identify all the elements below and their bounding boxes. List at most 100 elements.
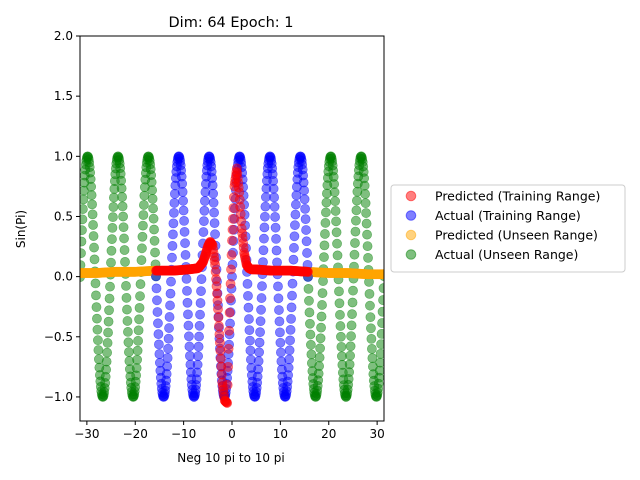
y-axis-label: Sin(Pi): [14, 210, 28, 248]
data-point: [91, 290, 101, 301]
data-point: [183, 309, 193, 320]
data-point: [375, 357, 384, 368]
data-point: [104, 305, 114, 316]
data-point: [167, 252, 177, 263]
data-point: [226, 250, 237, 260]
data-point: [222, 398, 233, 408]
data-point: [290, 199, 301, 210]
legend-label: Actual (Unseen Range): [435, 247, 578, 262]
y-tick-label: −0.5: [44, 330, 73, 344]
data-point: [301, 236, 312, 247]
data-point: [287, 290, 297, 301]
legend-label: Actual (Training Range): [435, 208, 581, 223]
x-axis: −30 −20 −10 0 10 20 30: [74, 421, 385, 441]
data-point: [92, 324, 103, 335]
data-point: [335, 321, 346, 331]
data-point: [135, 279, 146, 290]
legend-marker: [405, 229, 417, 241]
data-point: [148, 213, 159, 224]
data-point: [273, 281, 283, 292]
data-point: [133, 335, 143, 346]
data-point: [227, 235, 237, 246]
data-point: [332, 250, 343, 261]
data-point: [162, 353, 173, 363]
data-point: [149, 235, 160, 246]
data-point: [315, 343, 325, 354]
data-point: [104, 293, 115, 304]
data-point: [320, 229, 330, 239]
data-point: [196, 274, 207, 285]
data-point: [123, 337, 134, 348]
data-point: [254, 337, 265, 348]
data-point: [88, 231, 99, 241]
data-point: [271, 245, 282, 256]
data-point: [152, 307, 163, 317]
data-point: [275, 327, 285, 338]
data-point: [210, 229, 220, 240]
data-point: [364, 288, 375, 299]
data-point: [164, 323, 174, 333]
x-tick-label: 20: [321, 427, 336, 441]
y-axis: −1.0 −0.5 0.0 0.5 1.0 1.5 2.0: [44, 29, 80, 404]
data-point: [376, 329, 384, 339]
data-point: [330, 196, 341, 207]
data-point: [136, 255, 147, 266]
data-point: [93, 335, 103, 346]
data-point: [152, 295, 162, 306]
data-point: [147, 193, 158, 204]
y-tick-label: 0.5: [54, 209, 73, 223]
data-point: [194, 331, 204, 342]
data-point: [319, 252, 329, 263]
data-point: [255, 316, 266, 327]
data-point: [90, 278, 101, 289]
data-point: [314, 361, 325, 371]
data-point: [376, 339, 384, 350]
data-point: [320, 218, 331, 228]
data-point: [345, 350, 356, 361]
data-point: [378, 295, 384, 305]
data-point: [150, 247, 160, 258]
data-point: [245, 335, 255, 346]
data-point: [107, 234, 117, 245]
data-point: [329, 187, 340, 198]
data-point: [121, 280, 131, 291]
data-point: [169, 207, 179, 218]
data-point: [177, 186, 188, 197]
data-point: [196, 286, 206, 297]
data-point: [137, 231, 148, 242]
data-point: [123, 327, 133, 337]
data-point: [301, 225, 311, 235]
data-point: [350, 226, 361, 237]
data-point: [300, 214, 311, 225]
data-point: [303, 266, 313, 277]
data-point: [366, 343, 377, 354]
data-point: [93, 345, 104, 355]
data-point: [149, 224, 159, 235]
data-point: [227, 224, 238, 235]
data-point: [179, 226, 190, 237]
y-tick-label: 1.0: [54, 149, 73, 163]
data-point: [305, 339, 316, 350]
data-point: [344, 359, 355, 370]
data-point: [86, 190, 97, 201]
data-point: [102, 338, 113, 348]
data-point: [89, 242, 99, 253]
y-tick-label: 1.5: [54, 89, 73, 103]
x-tick-label: 10: [273, 427, 288, 441]
data-point: [182, 285, 192, 296]
data-point: [193, 341, 204, 352]
data-point: [306, 349, 317, 360]
data-point: [271, 233, 281, 244]
legend-label: Predicted (Training Range): [435, 189, 600, 204]
legend-label: Predicted (Unseen Range): [435, 228, 598, 243]
data-point: [366, 333, 377, 344]
data-point: [290, 209, 301, 220]
data-point: [331, 227, 342, 238]
data-point: [116, 183, 127, 194]
data-point: [361, 208, 371, 218]
data-point: [365, 300, 375, 311]
data-point: [123, 347, 134, 357]
data-point: [329, 179, 340, 189]
legend-marker: [405, 210, 417, 221]
